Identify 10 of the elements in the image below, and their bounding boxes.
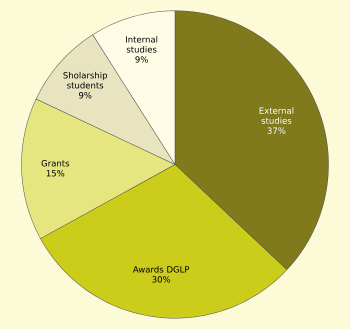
data-label: 9% <box>135 56 148 63</box>
data-label: 9% <box>78 92 92 98</box>
slice-label: Awards DGLP <box>132 266 190 273</box>
slice-label: Internal studies <box>126 36 158 53</box>
data-label: 15% <box>46 170 64 176</box>
data-label: 30% <box>152 276 170 283</box>
slice-label: Grants <box>42 160 70 166</box>
slice-label: Sholarship students <box>63 72 108 88</box>
slice-label: External studies <box>260 107 294 124</box>
data-label: 37% <box>268 127 286 134</box>
